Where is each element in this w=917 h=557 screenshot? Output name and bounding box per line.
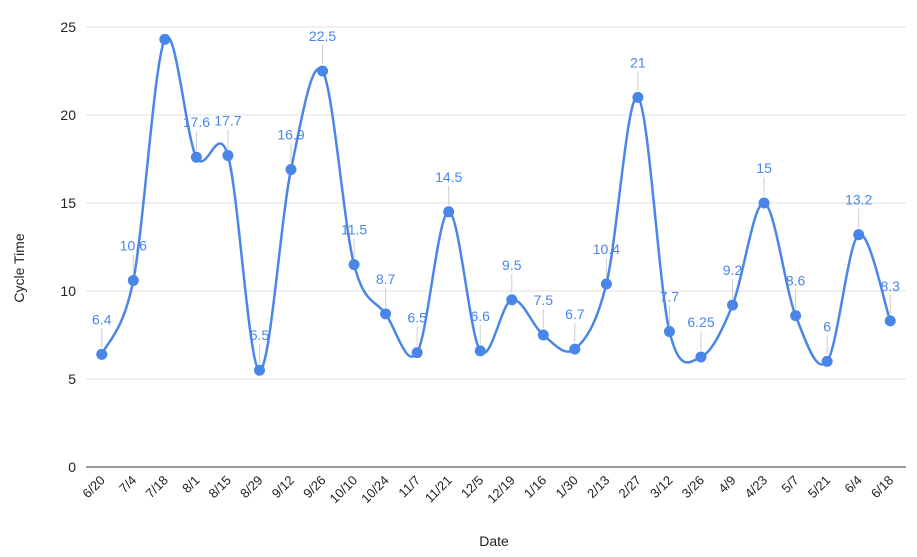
data-label: 6 bbox=[823, 318, 831, 334]
data-label: 16.9 bbox=[277, 127, 304, 143]
x-tick-label: 12/5 bbox=[458, 473, 487, 502]
data-point bbox=[884, 315, 896, 327]
series-line bbox=[100, 35, 892, 372]
data-point bbox=[537, 329, 549, 341]
data-point bbox=[474, 345, 486, 357]
label-leader-lines bbox=[101, 45, 891, 364]
data-point bbox=[632, 91, 644, 103]
x-tick-label: 8/15 bbox=[206, 473, 235, 502]
x-tick-label: 8/1 bbox=[179, 473, 202, 496]
x-tick-label: 4/23 bbox=[742, 473, 771, 502]
y-axis-ticks: 0 5 10 15 20 25 bbox=[60, 19, 76, 475]
data-point bbox=[190, 151, 202, 163]
data-point bbox=[380, 308, 392, 320]
y-tick-label: 20 bbox=[60, 107, 76, 123]
gridlines bbox=[86, 26, 906, 468]
data-point bbox=[253, 364, 265, 376]
y-tick-label: 10 bbox=[60, 283, 76, 299]
x-tick-label: 9/26 bbox=[300, 473, 329, 502]
data-point bbox=[663, 325, 675, 337]
data-label: 8.6 bbox=[786, 273, 806, 289]
data-label: 6.7 bbox=[565, 306, 585, 322]
data-label: 7.7 bbox=[660, 288, 680, 304]
data-label: 10.4 bbox=[593, 241, 620, 257]
data-label: 21 bbox=[630, 54, 646, 70]
x-tick-label: 11/21 bbox=[422, 473, 455, 506]
x-tick-label: 6/18 bbox=[868, 473, 897, 502]
y-tick-label: 15 bbox=[60, 195, 76, 211]
data-point bbox=[758, 197, 770, 209]
data-label: 14.5 bbox=[435, 169, 462, 185]
y-tick-label: 25 bbox=[60, 19, 76, 35]
x-tick-label: 7/4 bbox=[116, 473, 139, 496]
data-point bbox=[695, 351, 707, 363]
x-tick-label: 3/12 bbox=[647, 473, 676, 502]
data-point bbox=[159, 33, 171, 45]
data-point bbox=[600, 278, 612, 290]
data-point bbox=[317, 65, 329, 77]
data-label: 13.2 bbox=[845, 192, 872, 208]
data-label: 5.5 bbox=[250, 327, 270, 343]
data-label: 15 bbox=[756, 160, 772, 176]
data-point bbox=[727, 299, 739, 311]
data-labels: 6.4 10.6 17.6 17.7 5.5 16.9 22.5 11.5 8.7 6.5 14.5… bbox=[92, 28, 900, 343]
data-label: 7.5 bbox=[534, 292, 554, 308]
y-tick-label: 0 bbox=[68, 459, 76, 475]
x-tick-label: 8/29 bbox=[237, 473, 266, 502]
data-point bbox=[127, 274, 139, 286]
x-tick-label: 11/7 bbox=[395, 473, 423, 501]
data-label: 17.6 bbox=[183, 114, 210, 130]
data-label: 8.7 bbox=[376, 271, 396, 287]
y-tick-label: 5 bbox=[68, 371, 76, 387]
data-points bbox=[96, 33, 896, 376]
data-label: 6.25 bbox=[687, 314, 714, 330]
x-tick-label: 12/19 bbox=[484, 473, 518, 507]
data-point bbox=[506, 294, 518, 306]
x-tick-label: 1/30 bbox=[552, 473, 581, 502]
x-tick-label: 2/13 bbox=[584, 473, 613, 502]
data-point bbox=[285, 164, 297, 176]
data-label: 17.7 bbox=[214, 112, 241, 128]
x-tick-label: 6/4 bbox=[841, 473, 864, 496]
x-tick-label: 10/24 bbox=[358, 473, 392, 507]
data-point bbox=[821, 355, 833, 367]
x-axis-title: Date bbox=[479, 533, 509, 549]
data-point bbox=[222, 149, 234, 161]
data-label: 6.6 bbox=[470, 308, 490, 324]
data-label: 9.2 bbox=[723, 262, 743, 278]
data-point bbox=[443, 206, 455, 218]
x-tick-label: 4/9 bbox=[715, 473, 738, 496]
x-tick-label: 5/7 bbox=[778, 473, 801, 496]
data-point bbox=[411, 347, 423, 359]
x-tick-label: 5/21 bbox=[805, 473, 834, 502]
x-tick-label: 9/12 bbox=[269, 473, 298, 502]
data-label: 22.5 bbox=[309, 28, 336, 44]
x-tick-label: 3/26 bbox=[679, 473, 708, 502]
x-tick-label: 10/10 bbox=[327, 473, 361, 507]
x-axis-ticks: 6/20 7/4 7/18 8/1 8/15 8/29 9/12 9/2610/1010/24… bbox=[79, 473, 896, 507]
x-tick-label: 2/27 bbox=[616, 473, 645, 502]
data-point bbox=[569, 343, 581, 355]
data-label: 8.3 bbox=[880, 278, 900, 294]
data-label: 6.4 bbox=[92, 311, 112, 327]
data-point bbox=[790, 310, 802, 322]
x-tick-label: 6/20 bbox=[79, 473, 108, 502]
data-label: 9.5 bbox=[502, 257, 522, 273]
x-tick-label: 1/16 bbox=[521, 473, 550, 502]
data-label: 6.5 bbox=[407, 310, 427, 326]
data-point bbox=[853, 229, 865, 241]
data-point bbox=[348, 259, 360, 271]
data-label: 10.6 bbox=[120, 237, 147, 253]
data-label: 11.5 bbox=[341, 222, 367, 238]
y-axis-title: Cycle Time bbox=[11, 233, 27, 302]
data-point bbox=[96, 348, 108, 360]
x-tick-label: 7/18 bbox=[142, 473, 171, 502]
